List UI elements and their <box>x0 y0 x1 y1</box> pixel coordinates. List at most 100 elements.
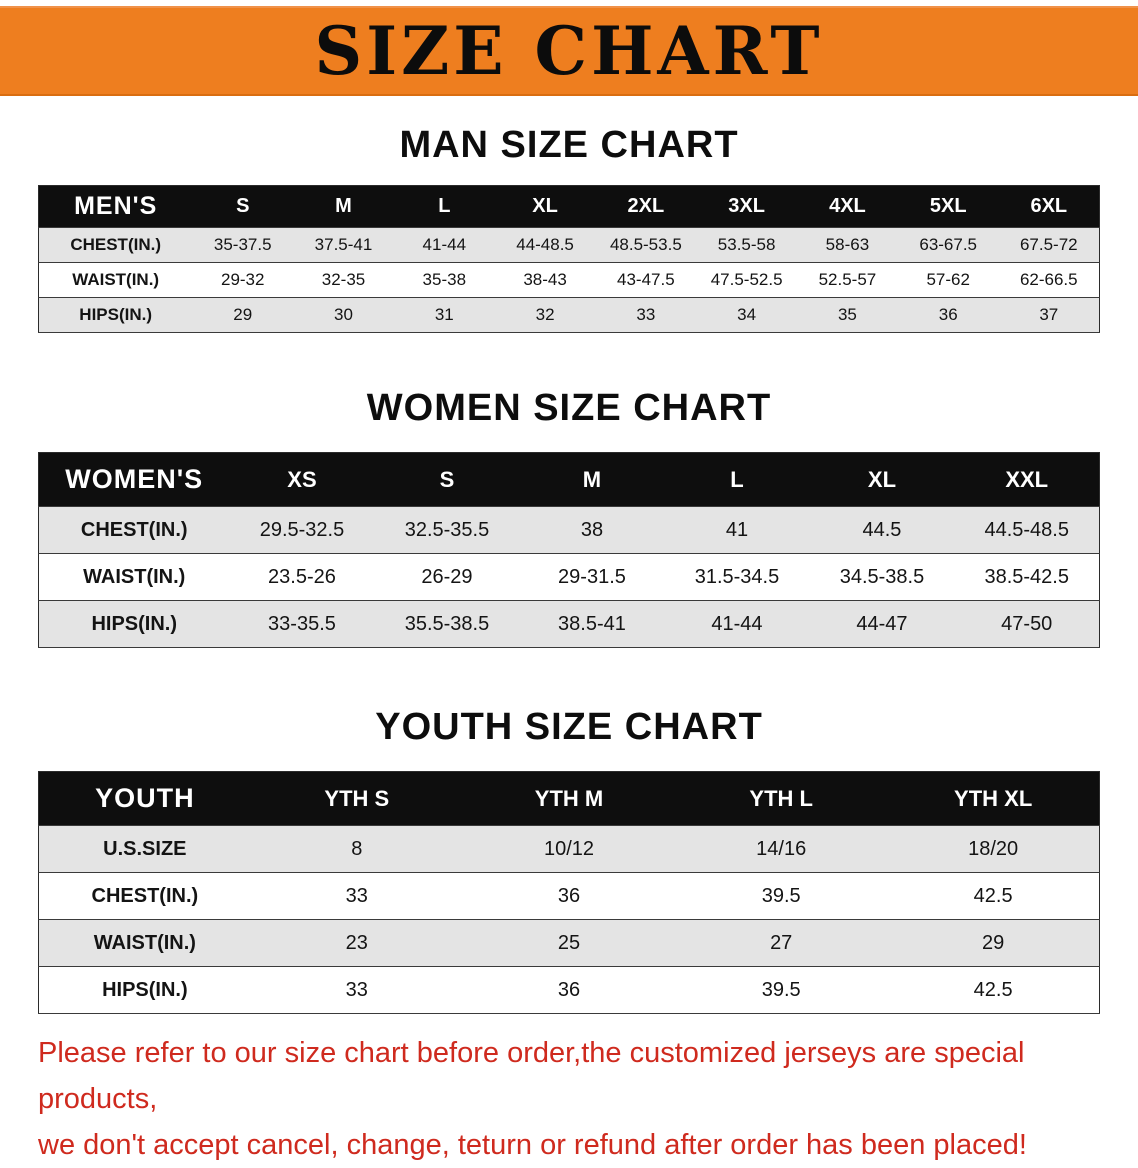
measurement-value: 29 <box>887 919 1100 967</box>
size-column-header: 3XL <box>696 185 798 228</box>
measurement-value: 33 <box>250 872 463 920</box>
measurement-value: 14/16 <box>675 825 888 873</box>
man-size-heading: MAN SIZE CHART <box>399 124 739 166</box>
measurement-value: 41-44 <box>664 600 810 648</box>
measurement-value: 29-31.5 <box>519 553 665 601</box>
measurement-value: 37.5-41 <box>293 227 394 263</box>
measurement-value: 67.5-72 <box>998 227 1100 263</box>
measurement-value: 42.5 <box>887 872 1100 920</box>
size-column-header: YTH XL <box>887 771 1100 826</box>
measurement-value: 44-47 <box>809 600 955 648</box>
measurement-row: HIPS(IN.) 33 36 39.5 42.5 <box>38 966 1100 1014</box>
measurement-label: CHEST(IN.) <box>38 506 230 554</box>
measurement-value: 33-35.5 <box>229 600 375 648</box>
measurement-value: 38.5-41 <box>519 600 665 648</box>
measurement-value: 30 <box>293 297 394 333</box>
measurement-value: 42.5 <box>887 966 1100 1014</box>
measurement-label: U.S.SIZE <box>38 825 251 873</box>
measurement-row: WAIST(IN.) 23 25 27 29 <box>38 919 1100 967</box>
measurement-value: 18/20 <box>887 825 1100 873</box>
measurement-value: 43-47.5 <box>595 262 697 298</box>
measurement-value: 23.5-26 <box>229 553 375 601</box>
disclaimer-note: Please refer to our size chart before or… <box>38 1030 1118 1168</box>
women-size-section: WOMEN SIZE CHART WOMEN'S XS S M L XL XXL CHEST(… <box>38 387 1100 648</box>
measurement-value: 35 <box>797 297 898 333</box>
measurement-value: 32-35 <box>293 262 394 298</box>
youth-size-table: YOUTH YTH S YTH M YTH L YTH XL U.S.SIZE 8 10/12… <box>38 771 1100 1014</box>
measurement-value: 29 <box>192 297 294 333</box>
measurement-value: 41-44 <box>393 227 495 263</box>
man-size-table: MEN'S S M L XL 2XL 3XL 4XL 5XL 6XL CHEST(IN.) 35-37… <box>38 185 1100 333</box>
measurement-row: WAIST(IN.) 23.5-26 26-29 29-31.5 31.5-34.5 34… <box>38 553 1100 601</box>
measurement-value: 35-37.5 <box>192 227 294 263</box>
measurement-value: 23 <box>250 919 463 967</box>
measurement-value: 38-43 <box>494 262 596 298</box>
size-group-label: WOMEN'S <box>38 452 230 507</box>
measurement-row: CHEST(IN.) 33 36 39.5 42.5 <box>38 872 1100 920</box>
size-table-header-row: MEN'S S M L XL 2XL 3XL 4XL 5XL 6XL <box>38 185 1100 228</box>
measurement-row: U.S.SIZE 8 10/12 14/16 18/20 <box>38 825 1100 873</box>
size-column-header: XL <box>809 452 955 507</box>
measurement-label: WAIST(IN.) <box>38 919 251 967</box>
measurement-label: HIPS(IN.) <box>38 297 193 333</box>
measurement-value: 27 <box>675 919 888 967</box>
measurement-row: CHEST(IN.) 35-37.5 37.5-41 41-44 44-48.5 48.5… <box>38 227 1100 263</box>
women-size-heading: WOMEN SIZE CHART <box>366 387 772 429</box>
measurement-value: 33 <box>250 966 463 1014</box>
measurement-label: HIPS(IN.) <box>38 966 251 1014</box>
measurement-value: 48.5-53.5 <box>595 227 697 263</box>
measurement-label: CHEST(IN.) <box>38 872 251 920</box>
size-group-label: MEN'S <box>38 185 193 228</box>
measurement-value: 57-62 <box>897 262 999 298</box>
measurement-value: 31.5-34.5 <box>664 553 810 601</box>
measurement-label: CHEST(IN.) <box>38 227 193 263</box>
measurement-row: CHEST(IN.) 29.5-32.5 32.5-35.5 38 41 44.5 44.5… <box>38 506 1100 554</box>
measurement-value: 47.5-52.5 <box>696 262 798 298</box>
measurement-label: WAIST(IN.) <box>38 553 230 601</box>
size-column-header: M <box>293 185 394 228</box>
size-column-header: 4XL <box>797 185 898 228</box>
measurement-value: 32 <box>494 297 596 333</box>
measurement-value: 32.5-35.5 <box>374 506 520 554</box>
measurement-value: 33 <box>595 297 697 333</box>
women-size-table: WOMEN'S XS S M L XL XXL CHEST(IN.) 29.5-32.5 32.5… <box>38 452 1100 648</box>
size-column-header: XS <box>229 452 375 507</box>
size-column-header: 6XL <box>998 185 1100 228</box>
size-column-header: 2XL <box>595 185 697 228</box>
measurement-row: WAIST(IN.) 29-32 32-35 35-38 38-43 43-47.5 47.… <box>38 262 1100 298</box>
banner-title: SIZE CHART <box>314 12 824 90</box>
size-table-header-row: WOMEN'S XS S M L XL XXL <box>38 452 1100 507</box>
size-table-header-row: YOUTH YTH S YTH M YTH L YTH XL <box>38 771 1100 826</box>
measurement-value: 44.5-48.5 <box>954 506 1100 554</box>
measurement-row: HIPS(IN.) 33-35.5 35.5-38.5 38.5-41 41-44 44-… <box>38 600 1100 648</box>
measurement-value: 36 <box>462 966 676 1014</box>
measurement-value: 52.5-57 <box>797 262 898 298</box>
size-column-header: XL <box>494 185 596 228</box>
measurement-value: 62-66.5 <box>998 262 1100 298</box>
size-column-header: S <box>374 452 520 507</box>
man-size-section: MAN SIZE CHART MEN'S S M L XL 2XL 3XL 4XL 5XL 6XL… <box>38 124 1100 333</box>
measurement-label: HIPS(IN.) <box>38 600 230 648</box>
measurement-value: 38 <box>519 506 665 554</box>
measurement-value: 47-50 <box>954 600 1100 648</box>
measurement-value: 39.5 <box>675 872 888 920</box>
measurement-value: 36 <box>897 297 999 333</box>
measurement-value: 58-63 <box>797 227 898 263</box>
measurement-value: 31 <box>393 297 495 333</box>
size-column-header: XXL <box>954 452 1100 507</box>
size-column-header: M <box>519 452 665 507</box>
measurement-value: 29.5-32.5 <box>229 506 375 554</box>
measurement-value: 10/12 <box>462 825 676 873</box>
measurement-value: 53.5-58 <box>696 227 798 263</box>
youth-size-heading: YOUTH SIZE CHART <box>375 706 763 748</box>
size-column-header: L <box>664 452 810 507</box>
measurement-value: 37 <box>998 297 1100 333</box>
size-column-header: YTH M <box>462 771 676 826</box>
measurement-value: 63-67.5 <box>897 227 999 263</box>
measurement-value: 38.5-42.5 <box>954 553 1100 601</box>
size-column-header: YTH S <box>250 771 463 826</box>
measurement-value: 35-38 <box>393 262 495 298</box>
measurement-value: 44-48.5 <box>494 227 596 263</box>
measurement-value: 34 <box>696 297 798 333</box>
measurement-label: WAIST(IN.) <box>38 262 193 298</box>
